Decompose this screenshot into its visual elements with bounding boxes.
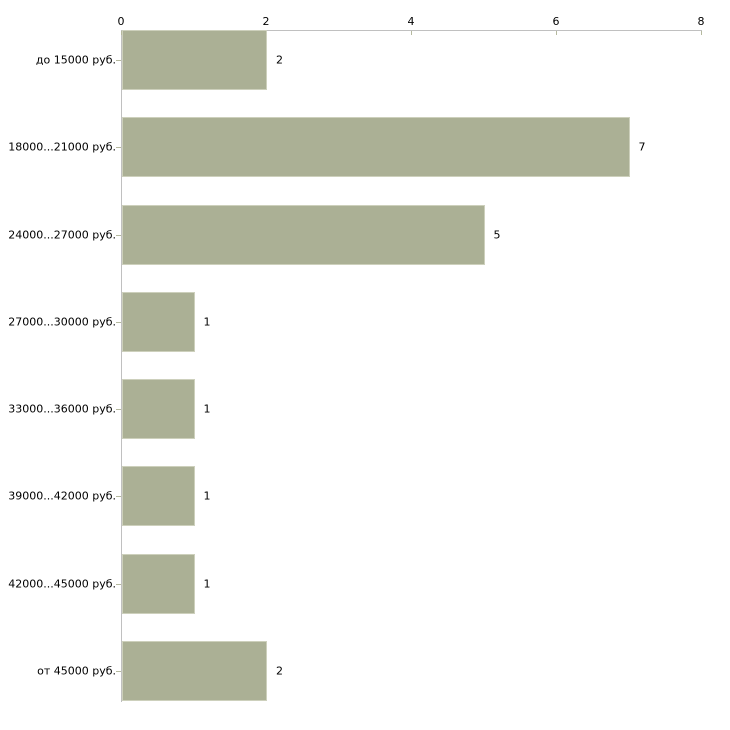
y-tick-mark: [116, 584, 121, 585]
bar: [122, 553, 195, 614]
category-label: 27000...30000 руб.: [8, 315, 116, 329]
category-label: до 15000 руб.: [35, 53, 116, 67]
category-label: 39000...42000 руб.: [8, 489, 116, 503]
bar: [122, 30, 267, 90]
x-tick-mark: [121, 31, 122, 35]
bar: [122, 117, 630, 178]
y-tick-mark: [116, 671, 121, 672]
category-label: 18000...21000 руб.: [8, 140, 116, 154]
x-tick-mark: [701, 31, 702, 35]
x-tick-mark: [556, 31, 557, 35]
x-tick-label: 2: [262, 15, 270, 28]
bar-value-label: 5: [493, 228, 501, 241]
bar: [122, 640, 267, 701]
category-label: от 45000 руб.: [37, 664, 116, 678]
y-tick-mark: [116, 409, 121, 410]
bar: [122, 204, 485, 265]
bar: [122, 466, 195, 527]
y-tick-mark: [116, 147, 121, 148]
y-tick-mark: [116, 60, 121, 61]
bar-value-label: 1: [203, 402, 211, 416]
bar-value-label: 7: [638, 140, 646, 154]
bar-value-label: 1: [203, 489, 211, 503]
bar-value-label: 1: [203, 315, 211, 329]
y-tick-mark: [116, 496, 121, 497]
x-axis-line: [121, 30, 702, 31]
category-label: 42000...45000 руб.: [8, 577, 116, 590]
y-tick-mark: [116, 322, 121, 323]
x-tick-label: 4: [407, 15, 415, 28]
x-tick-label: 6: [552, 15, 560, 28]
bar-value-label: 2: [276, 664, 283, 678]
bar-value-label: 2: [276, 53, 283, 67]
bar-value-label: 1: [203, 577, 211, 590]
x-tick-mark: [411, 31, 412, 35]
category-label: 33000...36000 руб.: [8, 402, 116, 416]
category-label: 24000...27000 руб.: [8, 228, 116, 241]
y-axis-line: [121, 30, 122, 702]
y-tick-mark: [116, 235, 121, 236]
bar: [122, 291, 195, 352]
bar: [122, 379, 195, 439]
x-tick-label: 8: [697, 15, 705, 28]
x-tick-label: 0: [117, 15, 125, 28]
